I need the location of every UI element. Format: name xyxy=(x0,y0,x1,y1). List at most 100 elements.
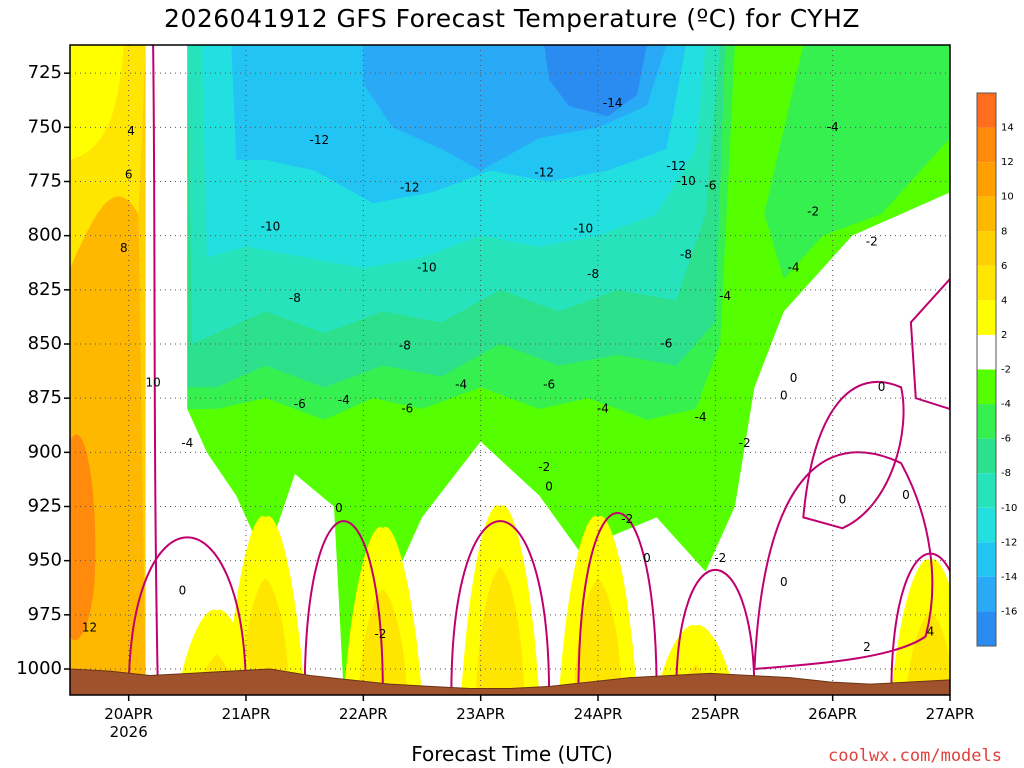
contour-label: -4 xyxy=(181,436,193,450)
contour-label: -4 xyxy=(455,378,467,392)
colorbar-swatch xyxy=(977,127,996,163)
y-tick-label: 725 xyxy=(28,62,62,83)
contour-label: -2 xyxy=(374,627,386,641)
y-tick-label: 950 xyxy=(28,550,62,571)
contour-label: 0 xyxy=(335,501,343,515)
colorbar-label: 2 xyxy=(1001,330,1007,341)
contour-label: -4 xyxy=(338,393,350,407)
colorbar-swatch xyxy=(977,334,996,370)
contour-label: 0 xyxy=(643,551,651,565)
contour-label: -10 xyxy=(676,174,696,188)
colorbar-label: -2 xyxy=(1001,365,1011,376)
zero-contour xyxy=(909,277,950,411)
contour-label: -4 xyxy=(719,289,731,303)
contour-label: -8 xyxy=(399,339,411,353)
contour-label: -4 xyxy=(695,410,707,424)
contour-label: -2 xyxy=(807,204,819,218)
colorbar-swatch xyxy=(977,231,996,266)
contour-label: -4 xyxy=(788,261,800,275)
contour-label: 0 xyxy=(780,575,788,589)
contour-label: 12 xyxy=(82,620,97,634)
colorbar-swatch xyxy=(977,438,996,474)
colorbar-swatch xyxy=(977,162,996,197)
x-tick-label: 26APR xyxy=(808,705,857,723)
x-tick-label: 21APR xyxy=(222,705,271,723)
y-tick-label: 975 xyxy=(28,604,62,625)
contour-label: -2 xyxy=(714,551,726,565)
contour-label: -6 xyxy=(660,337,672,351)
terrain-surface xyxy=(70,668,950,695)
y-tick-label: 825 xyxy=(28,279,62,300)
band-warm-patch-core xyxy=(475,567,525,695)
x-tick-label: 25APR xyxy=(691,705,740,723)
contour-label: -10 xyxy=(261,220,281,234)
band-front xyxy=(145,45,188,695)
colorbar-label: 12 xyxy=(1001,157,1014,168)
contour-label: -12 xyxy=(400,181,420,195)
colorbar-label: 6 xyxy=(1001,261,1007,272)
colorbar-swatch xyxy=(977,473,996,508)
contour-label: -8 xyxy=(289,291,301,305)
contour-label: 0 xyxy=(839,493,847,507)
contour-label: -6 xyxy=(704,178,716,192)
contour-label: 0 xyxy=(902,488,910,502)
y-tick-label: 775 xyxy=(28,171,62,192)
contour-label: -8 xyxy=(680,248,692,262)
colorbar-label: -8 xyxy=(1001,468,1011,479)
contour-label: -12 xyxy=(534,165,554,179)
y-tick-label: 925 xyxy=(28,496,62,517)
y-tick-label: 800 xyxy=(28,225,62,246)
contour-label: -10 xyxy=(417,261,437,275)
contour-label: 2 xyxy=(863,640,871,654)
contour-label: 6 xyxy=(125,168,133,182)
y-tick-label: 900 xyxy=(28,441,62,462)
contour-label: -6 xyxy=(401,402,413,416)
band-warm-patch-core xyxy=(573,578,623,695)
zero-contour xyxy=(303,520,384,695)
band-warm-12 xyxy=(70,434,96,641)
contour-label: -6 xyxy=(543,378,555,392)
contour-label: -2 xyxy=(621,512,633,526)
band-late-minus-4 xyxy=(764,45,950,279)
band-warm-patch-core xyxy=(358,588,408,695)
colorbar-label: -10 xyxy=(1001,503,1017,514)
colorbar-label: 14 xyxy=(1001,123,1014,134)
colorbar-swatch xyxy=(977,507,996,543)
contour-label: -8 xyxy=(587,267,599,281)
colorbar-swatch xyxy=(977,93,996,128)
x-axis-title: Forecast Time (UTC) xyxy=(411,742,613,766)
axes: 725750775800825850875900925950975100020A… xyxy=(16,44,975,741)
contour-label: -2 xyxy=(739,436,751,450)
colorbar-label: -14 xyxy=(1001,572,1017,583)
contour-label: 0 xyxy=(545,480,553,494)
contour-label: 0 xyxy=(878,380,886,394)
zero-contour xyxy=(152,45,159,695)
chart-title: 2026041912 GFS Forecast Temperature (ºC)… xyxy=(164,4,860,33)
contour-label: -4 xyxy=(597,402,609,416)
colorbar-frame xyxy=(976,92,997,647)
colorbar-swatch xyxy=(977,369,996,405)
zero-contour xyxy=(127,536,247,695)
contour-label: 0 xyxy=(179,584,187,598)
grid-lines xyxy=(70,45,951,695)
y-tick-label: 875 xyxy=(28,387,62,408)
plot-frame xyxy=(69,44,951,696)
x-tick-sublabel: 2026 xyxy=(110,723,148,741)
band-warm-2 xyxy=(70,45,124,160)
colorbar-label: -16 xyxy=(1001,606,1017,617)
contour-label: -10 xyxy=(574,222,594,236)
colorbar-label: 10 xyxy=(1001,192,1014,203)
x-tick-label: 27APR xyxy=(926,705,975,723)
contour-label: 4 xyxy=(927,625,935,639)
colorbar-swatch xyxy=(977,300,996,335)
band-warm-patch-core xyxy=(241,578,290,695)
zero-contour xyxy=(802,381,905,530)
y-tick-label: 850 xyxy=(28,333,62,354)
credit-link[interactable]: coolwx.com/models xyxy=(828,746,1002,766)
x-tick-label: 20APR xyxy=(104,705,153,723)
contour-label: -14 xyxy=(603,96,623,110)
x-tick-label: 22APR xyxy=(339,705,388,723)
x-tick-label: 23APR xyxy=(456,705,505,723)
zero-contour xyxy=(753,451,934,670)
